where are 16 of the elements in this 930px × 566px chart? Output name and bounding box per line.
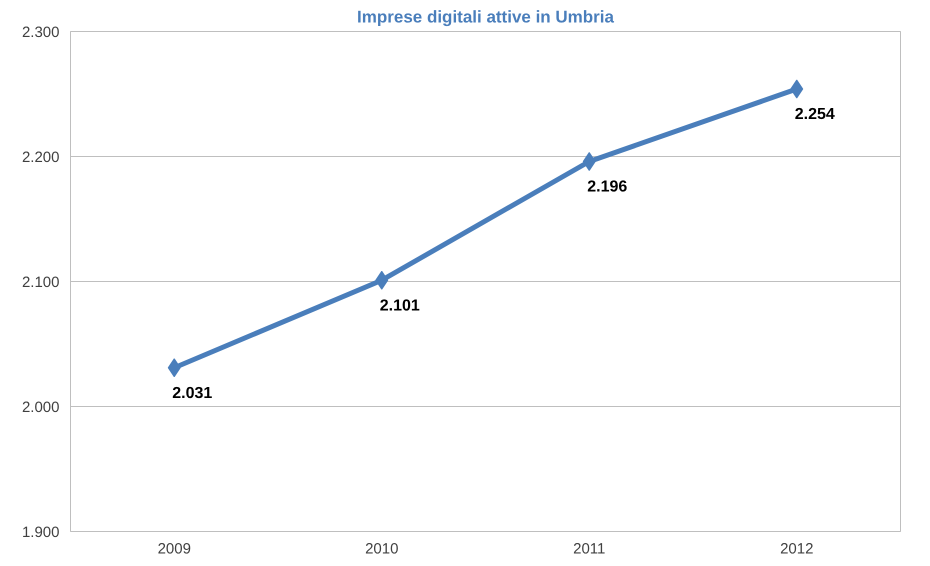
data-label: 2.031 [172,384,212,402]
x-tick-label: 2011 [573,540,606,558]
point [582,152,596,171]
y-tick-label: 2.200 [22,149,60,166]
data-label: 2.196 [587,178,628,196]
point [790,80,804,98]
y-tick-label: 2.100 [22,274,60,291]
x-tick-label: 2012 [780,540,814,558]
y-tick-label: 2.300 [22,24,60,41]
data-label: 2.254 [794,106,835,123]
y-tick-label: 1.900 [22,524,60,541]
y-tick-label: 2.000 [22,399,60,416]
chart-title: Imprese digitali attive in Umbria [357,8,615,26]
x-tick-label: 2010 [365,540,398,558]
x-tick-label: 2009 [158,540,191,558]
data-label: 2.101 [380,297,420,314]
